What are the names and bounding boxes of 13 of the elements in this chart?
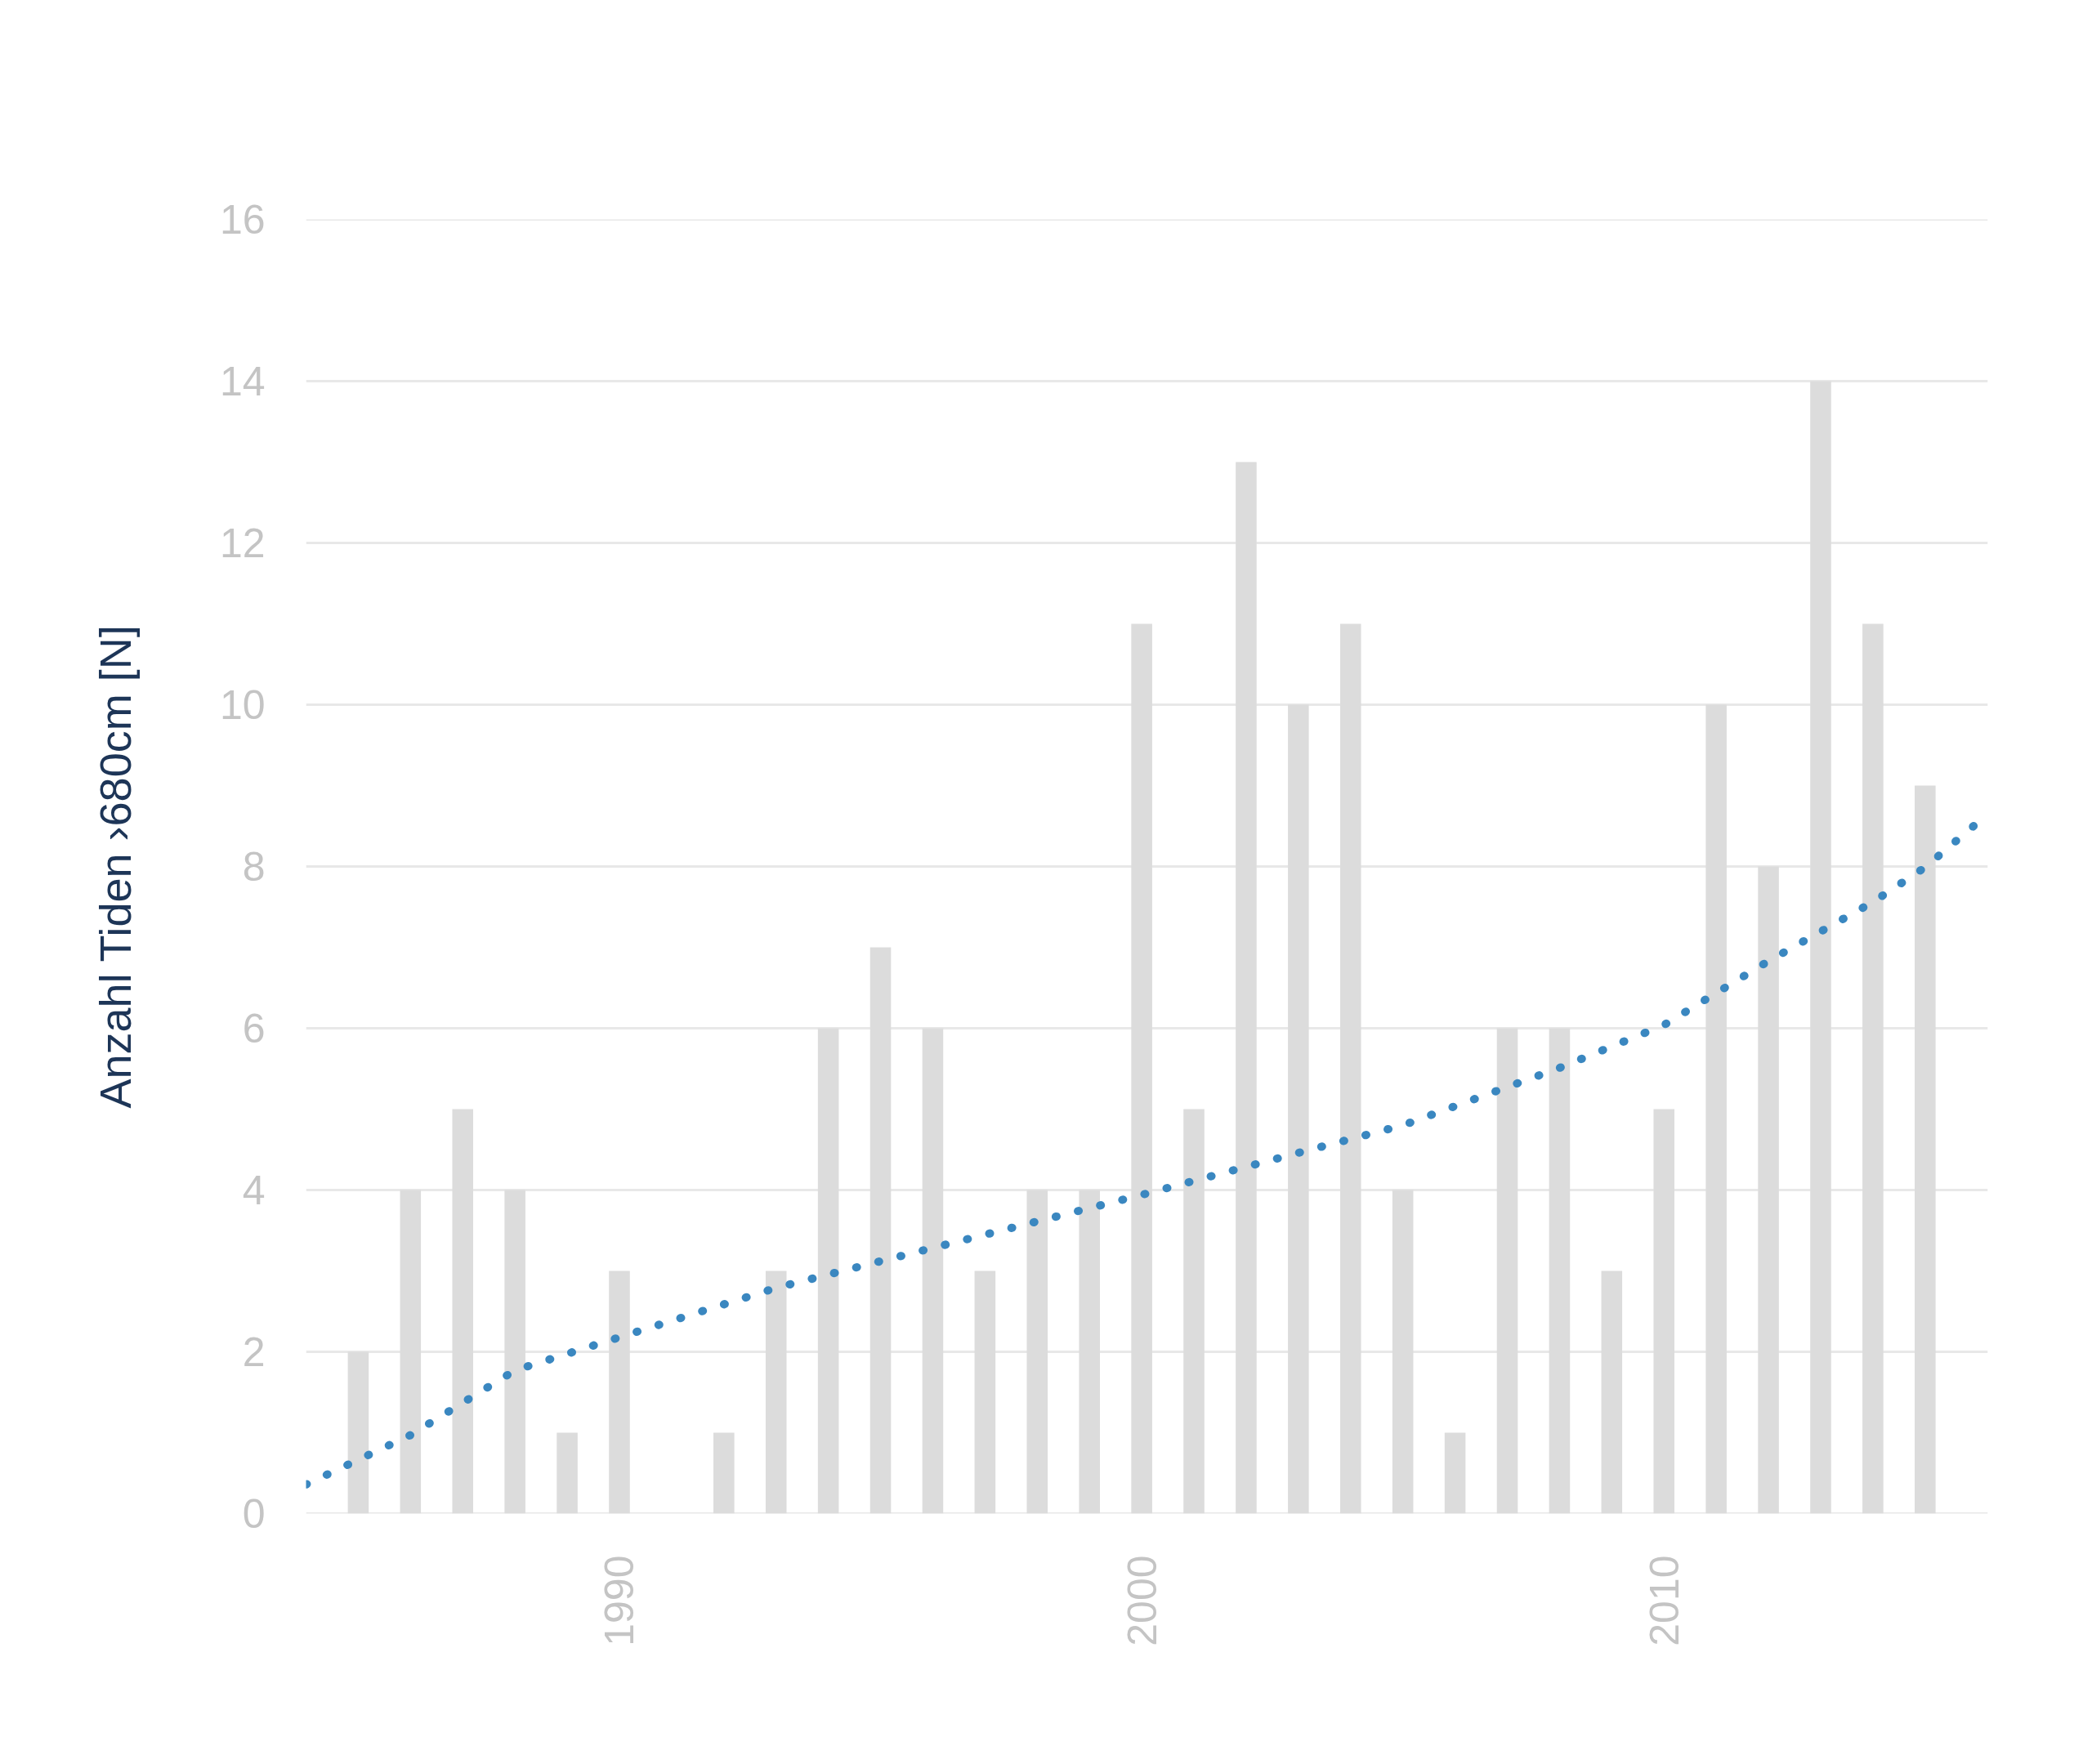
y-tick-label: 8 [242,844,266,890]
y-tick-label: 2 [242,1329,266,1375]
y-tick-label: 10 [219,682,266,728]
y-tick-label: 0 [242,1491,266,1537]
y-tick-label: 12 [219,520,266,566]
x-tick-label: 1990 [597,1555,643,1646]
x-tick-label: 2010 [1641,1555,1687,1646]
x-tick-label: 2000 [1119,1555,1165,1646]
y-tick-label: 6 [242,1006,266,1052]
y-axis-title: Anzahl Tiden ›680cm [N] [90,625,140,1109]
y-tick-label: 14 [219,359,266,404]
y-tick-label: 4 [242,1168,266,1213]
y-tick-label: 16 [219,197,266,243]
